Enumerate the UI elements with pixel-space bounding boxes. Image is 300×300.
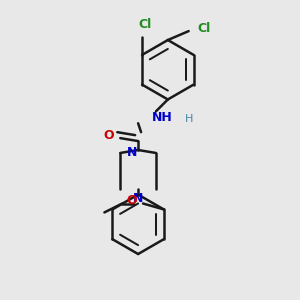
Text: Cl: Cl — [138, 18, 152, 31]
Text: O: O — [103, 129, 114, 142]
Text: N: N — [133, 192, 143, 205]
Text: O: O — [127, 194, 137, 207]
Text: H: H — [184, 114, 193, 124]
Text: N: N — [127, 146, 137, 160]
Text: NH: NH — [152, 111, 172, 124]
Text: Cl: Cl — [198, 22, 211, 34]
